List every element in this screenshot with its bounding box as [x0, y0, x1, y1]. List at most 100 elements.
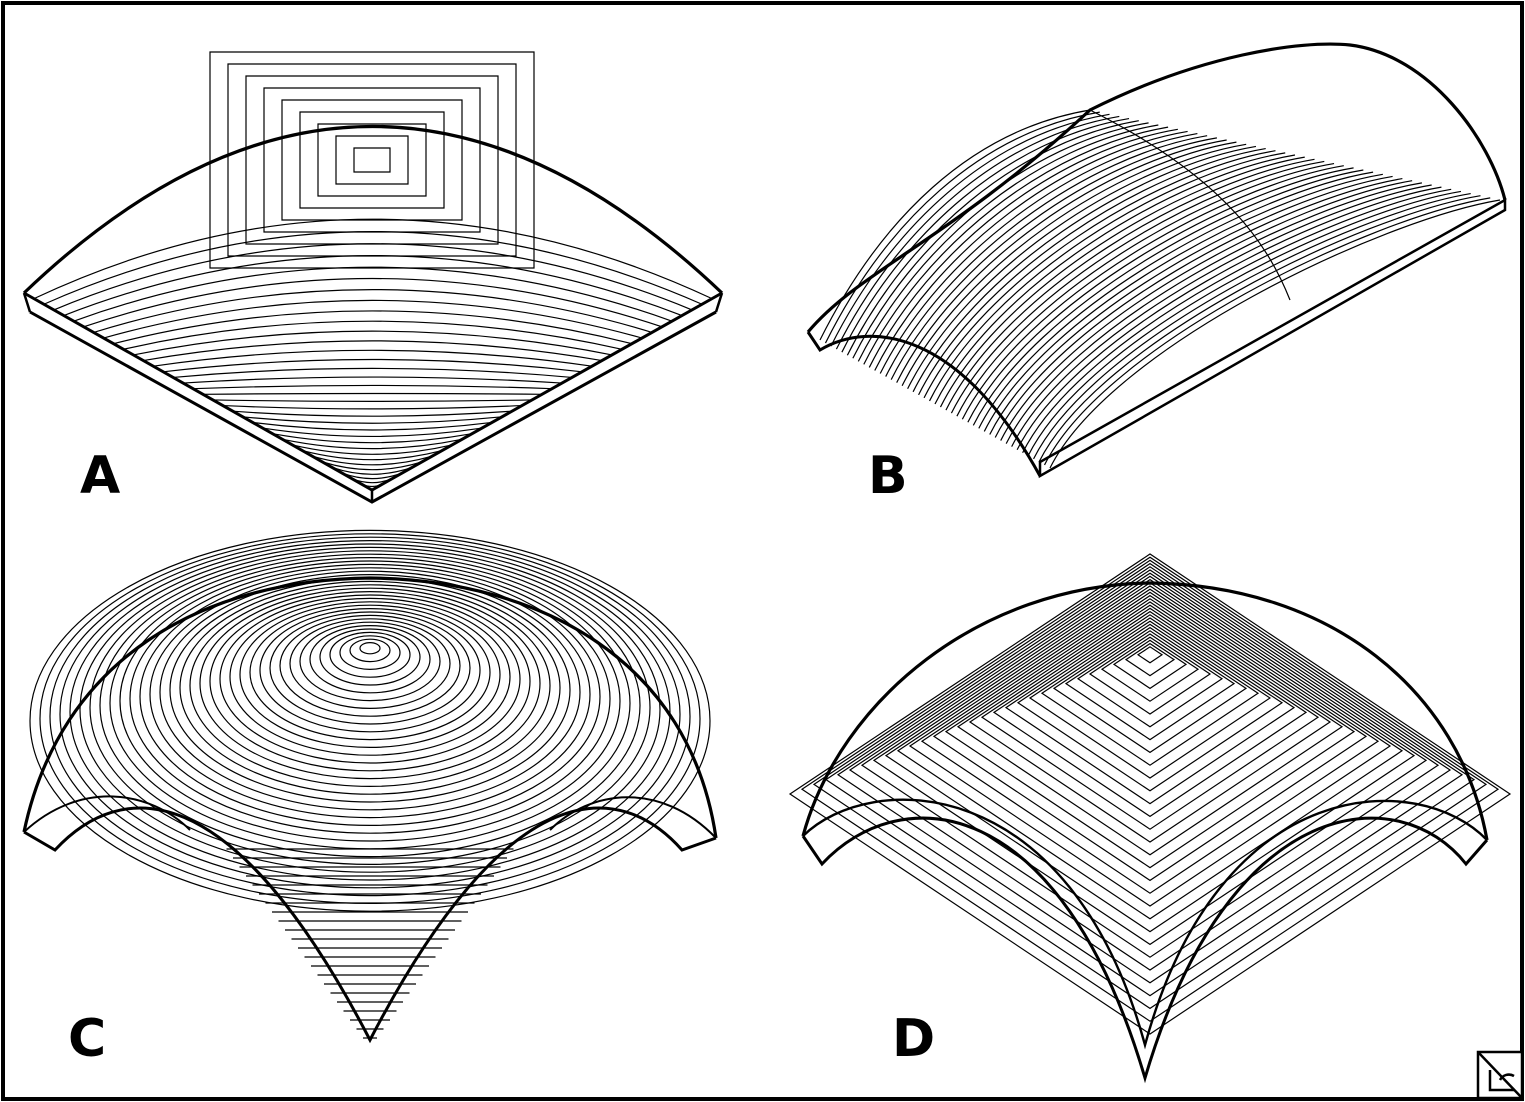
- corner-logo-icon: [1476, 1050, 1524, 1100]
- course-ring: [49, 536, 691, 897]
- course-line: [1027, 190, 1462, 457]
- panel-label-d: D: [892, 1009, 936, 1069]
- vault-a-drawing: [22, 51, 724, 504]
- course-line: [835, 115, 1120, 350]
- course-line: [33, 218, 713, 300]
- course-ring: [359, 642, 381, 655]
- course-line: [262, 427, 483, 438]
- vault-b-drawing: [806, 42, 1507, 479]
- course-line: [263, 87, 481, 233]
- course-line: [332, 466, 413, 475]
- course-line: [1136, 646, 1164, 664]
- course-line: [252, 421, 493, 431]
- course-line: [972, 169, 1364, 426]
- course-line: [944, 594, 1356, 869]
- course-ring: [209, 591, 531, 772]
- course-ring: [299, 621, 441, 702]
- course-line: [232, 410, 513, 417]
- panel-label-c: C: [68, 1009, 107, 1069]
- course-line: [1000, 180, 1413, 441]
- course-line: [989, 175, 1393, 435]
- course-line: [968, 601, 1332, 843]
- course-ring: [129, 563, 611, 834]
- course-line: [967, 167, 1354, 423]
- course-line: [928, 152, 1286, 402]
- course-ring: [229, 597, 511, 756]
- course-line: [980, 604, 1320, 830]
- course-line: [874, 130, 1188, 371]
- course-ring: [329, 631, 411, 678]
- course-ring: [269, 611, 471, 725]
- panel-label-b: B: [868, 446, 908, 506]
- course-line: [1052, 623, 1248, 754]
- course-line: [193, 384, 553, 390]
- course-line: [123, 320, 623, 350]
- course-line: [961, 165, 1344, 420]
- course-ring: [279, 614, 461, 717]
- course-line: [918, 147, 1266, 396]
- course-line: [923, 150, 1276, 399]
- course-line: [73, 266, 673, 322]
- course-line: [1022, 188, 1452, 454]
- course-line: [272, 433, 473, 444]
- course-line: [173, 367, 573, 379]
- course-ring: [289, 618, 451, 709]
- course-line: [884, 578, 1416, 933]
- course-line: [846, 120, 1139, 356]
- course-line: [956, 598, 1344, 856]
- course-line: [317, 123, 427, 197]
- course-ring: [309, 625, 431, 694]
- course-line: [202, 392, 543, 395]
- course-line: [890, 137, 1217, 380]
- course-line: [1112, 639, 1188, 690]
- course-line: [1124, 642, 1176, 677]
- course-ring: [199, 587, 541, 780]
- course-line: [212, 399, 533, 402]
- course-line: [934, 154, 1296, 405]
- course-line: [836, 566, 1464, 984]
- course-line: [312, 455, 433, 466]
- course-line: [872, 575, 1428, 946]
- course-line: [322, 461, 423, 471]
- course-line: [242, 416, 503, 424]
- course-line: [93, 289, 653, 333]
- course-line: [1016, 614, 1284, 792]
- course-ring: [339, 635, 401, 670]
- course-line: [800, 556, 1500, 1022]
- course-line: [1088, 633, 1212, 715]
- course-line: [863, 126, 1169, 365]
- course-line: [841, 117, 1130, 353]
- course-line: [868, 128, 1178, 368]
- course-ring: [29, 529, 711, 912]
- course-line: [896, 139, 1227, 383]
- course-ring: [189, 584, 551, 787]
- course-ring: [249, 604, 491, 741]
- course-ring: [139, 567, 601, 826]
- course-ring: [99, 553, 641, 858]
- course-ring: [59, 539, 681, 889]
- course-line: [163, 358, 583, 373]
- course-line: [857, 124, 1159, 362]
- course-line: [1004, 610, 1296, 805]
- course-line: [282, 438, 463, 450]
- course-ring: [89, 550, 651, 865]
- course-line: [978, 171, 1374, 429]
- course-line: [992, 607, 1308, 818]
- course-line: [1040, 620, 1260, 766]
- course-line: [1011, 184, 1432, 447]
- course-line: [133, 330, 613, 356]
- course-ring: [149, 570, 591, 819]
- course-line: [143, 340, 603, 362]
- course-line: [245, 75, 499, 245]
- course-ring: [119, 560, 621, 842]
- course-line: [908, 585, 1392, 907]
- course-line: [1028, 617, 1272, 779]
- course-line: [1049, 199, 1501, 469]
- course-line: [788, 553, 1512, 1035]
- course-line: [812, 559, 1488, 1010]
- course-line: [281, 99, 463, 221]
- course-line: [848, 569, 1452, 971]
- course-line: [183, 376, 563, 384]
- course-line: [994, 177, 1403, 438]
